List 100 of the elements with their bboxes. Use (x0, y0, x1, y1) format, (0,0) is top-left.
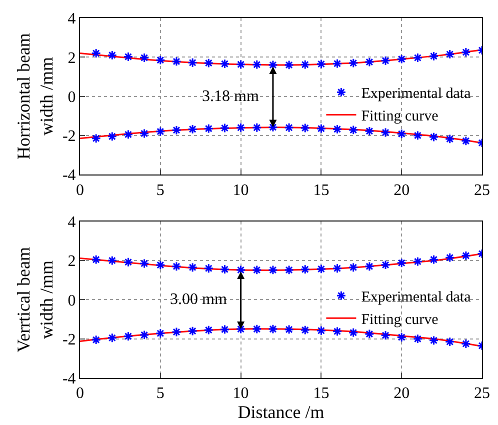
point (348, 125, 358, 135)
point (252, 324, 262, 334)
y-tick-label: 4 (68, 10, 76, 28)
point (412, 256, 423, 266)
y-tick-label: 2 (68, 50, 76, 67)
point (220, 123, 230, 133)
point (172, 125, 182, 136)
point (204, 124, 214, 134)
point (332, 58, 342, 69)
point (107, 332, 118, 343)
point (348, 328, 358, 338)
point (396, 54, 407, 64)
point (107, 50, 118, 60)
point (236, 122, 246, 133)
point (107, 256, 118, 266)
point (123, 257, 134, 268)
point (412, 52, 423, 63)
x-tick-label: 25 (474, 182, 490, 199)
legend-label: Experimental data (361, 86, 472, 102)
point (220, 324, 230, 334)
point (460, 338, 471, 349)
point (444, 49, 455, 60)
point (300, 325, 310, 335)
point (188, 58, 198, 68)
point (268, 324, 278, 334)
point (396, 128, 407, 139)
point (348, 58, 358, 68)
point (252, 122, 262, 133)
y-axis-title: Horrizontal beam width /mm (13, 33, 57, 160)
point (91, 133, 102, 144)
annotation: 3.18 mm (202, 88, 260, 105)
x-tick-label: 5 (156, 385, 164, 402)
point (332, 326, 342, 336)
point (252, 265, 262, 275)
y-tick-label: 0 (68, 292, 76, 310)
point (123, 331, 134, 342)
x-tick-label: 15 (313, 182, 330, 199)
point (155, 260, 166, 270)
point (236, 324, 246, 334)
point (204, 325, 214, 335)
x-tick-label: 10 (232, 182, 249, 199)
point (236, 265, 246, 275)
point (380, 260, 390, 270)
x-tick-label: 15 (313, 385, 330, 402)
point (380, 128, 390, 138)
point (300, 123, 310, 133)
point (155, 55, 166, 66)
point (139, 128, 150, 138)
point (396, 332, 407, 342)
point (348, 262, 358, 272)
annotation: 3.00 mm (170, 291, 228, 308)
point (284, 324, 294, 334)
point (444, 336, 455, 347)
point (460, 47, 471, 58)
y-tick-label: -4 (62, 167, 76, 184)
point (204, 263, 214, 274)
x-tick-label: 10 (232, 385, 249, 402)
legend-label: Fitting curve (361, 108, 439, 125)
point (188, 326, 198, 336)
point (316, 59, 326, 69)
point (316, 124, 326, 134)
point (123, 130, 134, 140)
x-tick-label: 20 (394, 182, 410, 199)
point (123, 52, 134, 62)
y-axis-title: Verrtical beam width /mm (13, 246, 57, 352)
point (204, 58, 214, 68)
point (428, 132, 439, 142)
point (220, 58, 230, 69)
point (332, 124, 342, 134)
point (316, 264, 326, 274)
point (364, 57, 374, 67)
point (155, 328, 166, 338)
point (364, 261, 374, 272)
point (252, 60, 262, 70)
y-tick-label: -2 (62, 128, 76, 146)
point (139, 258, 150, 268)
legend-label: Fitting curve (361, 312, 439, 328)
point (188, 262, 198, 272)
y-tick-label: 0 (68, 88, 76, 106)
point (444, 134, 455, 144)
point (268, 265, 278, 275)
point (332, 263, 342, 274)
point (396, 258, 407, 268)
point (364, 126, 374, 136)
point (428, 51, 439, 62)
point (172, 261, 182, 272)
point (300, 60, 310, 70)
point (91, 254, 102, 265)
point (428, 335, 439, 346)
point (316, 326, 326, 336)
point (139, 52, 150, 63)
point (107, 131, 118, 142)
point (172, 56, 182, 66)
legend-label: Experimental data (361, 289, 472, 306)
x-axis-title: Distance /m (238, 402, 324, 422)
point (364, 329, 374, 339)
point (188, 124, 198, 134)
point (236, 59, 246, 70)
point (139, 330, 150, 340)
point (268, 60, 278, 70)
